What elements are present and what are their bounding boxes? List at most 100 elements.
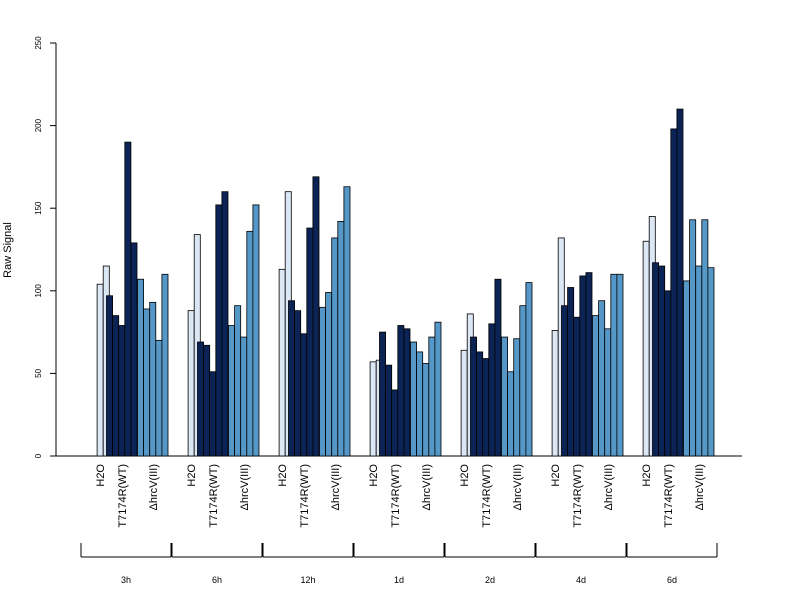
bar [652,262,659,457]
bar [96,283,104,457]
bar [252,204,260,457]
x-tick-label: ΔhrcV(III) [421,464,433,510]
x-tick-label: ΔhrcV(III) [603,464,615,510]
bar [513,338,521,457]
bar [460,349,468,457]
bar [118,325,126,457]
x-tick-label: ΔhrcV(III) [330,464,342,510]
bar [519,305,527,457]
bar [525,282,533,457]
x-tick-label: T7174R(WT) [663,464,675,528]
bar [288,300,295,457]
y-tick-label: 50 [34,368,43,377]
bar [278,268,286,457]
bar [561,305,568,457]
bar [300,333,308,457]
bar [616,273,624,457]
bar [482,358,490,457]
bar [385,364,393,457]
bars-layer [96,108,715,457]
bar [228,325,235,457]
bar [203,344,211,457]
x-tick-label: T7174R(WT) [117,464,129,528]
x-tick-label: T7174R(WT) [481,464,493,528]
bar [187,310,195,457]
bar [701,219,709,457]
bar [410,341,417,457]
x-tick-label: T7174R(WT) [299,464,311,528]
group-brackets: 3h 6h 12h 1d 2d 4d 6d [80,543,718,585]
bar [585,272,593,457]
bar [422,363,430,457]
bar [501,336,508,457]
x-tick-label: H2O [550,464,562,487]
y-tick-label: 0 [34,453,43,458]
bar [476,351,484,457]
bar [695,265,703,457]
bar [149,301,157,457]
bar [106,295,113,457]
bar [319,306,326,457]
y-tick-label: 150 [34,201,43,215]
bar [161,273,169,457]
bar [573,316,581,457]
bar [676,108,684,457]
bar [143,308,151,457]
bar [197,341,204,457]
bar [434,321,442,457]
bar [604,328,612,457]
bar [312,176,320,457]
bar [209,371,217,457]
x-tick-label: H2O [459,464,471,487]
bar [379,331,386,457]
bar [294,310,302,457]
bar [397,325,405,457]
bar [670,128,678,457]
bar [689,219,697,457]
group-label: 6d [667,575,677,585]
y-tick-label: 100 [34,284,43,298]
x-tick-label: T7174R(WT) [572,464,584,528]
bar [221,191,229,457]
x-tick-label: H2O [641,464,653,487]
y-tick-label: 200 [34,118,43,132]
bar [112,315,120,457]
bar [331,237,339,457]
bar [124,141,132,457]
bar [130,242,138,457]
bar [494,278,502,457]
bar [306,227,314,457]
group-label: 2d [485,575,495,585]
x-tick-label: ΔhrcV(III) [694,464,706,510]
x-tick-label: H2O [368,464,380,487]
bar [428,336,436,457]
bar [488,323,496,457]
y-tick-label: 250 [34,36,43,50]
x-tick-label: H2O [277,464,289,487]
bar [658,265,666,457]
bar [551,330,559,457]
bar [707,267,715,457]
x-tick-label: ΔhrcV(III) [148,464,160,510]
bar [391,389,399,457]
bar [325,292,333,457]
bar [403,328,411,457]
bar [642,240,650,457]
group-label: 6h [212,575,222,585]
x-tick-label: H2O [95,464,107,487]
bar [137,278,144,457]
y-axis-label: Raw Signal [2,222,14,278]
bar [155,339,163,457]
group-label: 12h [300,575,315,585]
bar [507,371,515,457]
bar [470,336,477,457]
x-tick-label: ΔhrcV(III) [239,464,251,510]
x-tick-labels: H2O T7174R(WT) ΔhrcV(III) H2O T7174R(WT) Δhrc… [95,464,706,528]
bar [683,280,690,457]
bar [234,305,242,457]
bar [343,186,351,457]
x-tick-label: H2O [186,464,198,487]
bar [598,300,606,457]
bar [337,221,345,457]
bar [579,275,587,457]
